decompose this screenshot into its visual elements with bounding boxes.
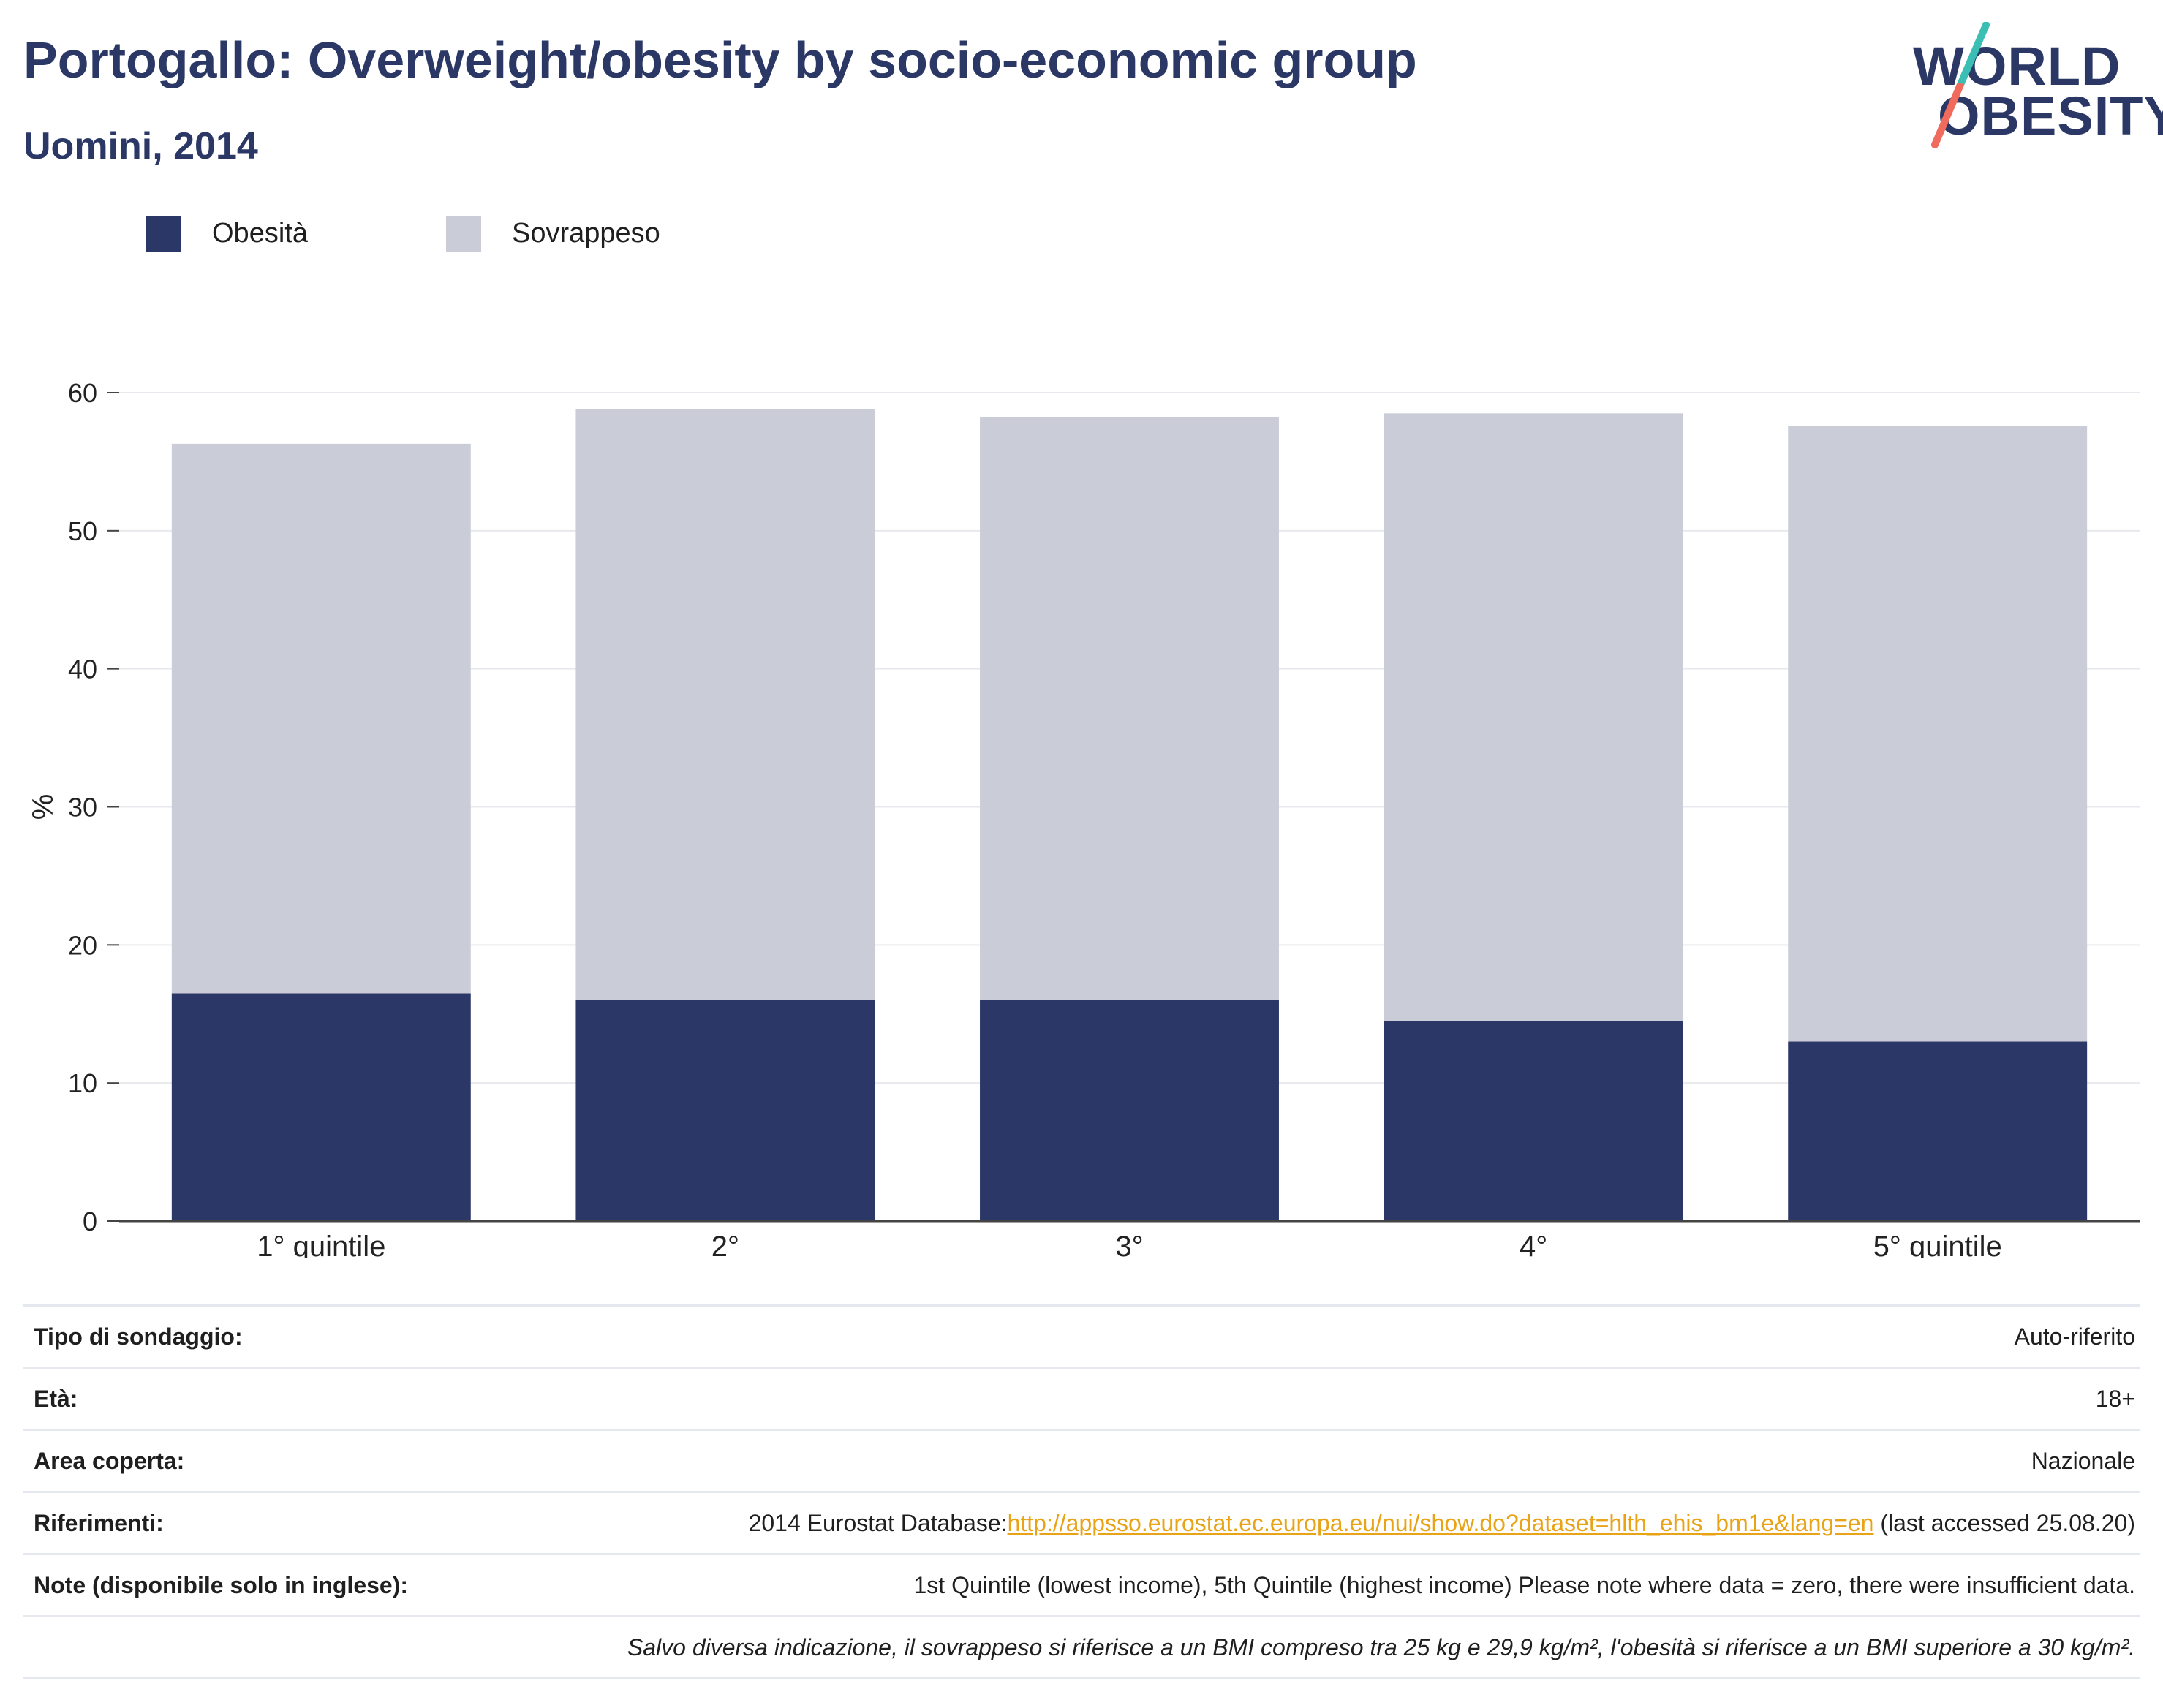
info-table: Tipo di sondaggio: Auto-riferito Età: 18…	[23, 1304, 2140, 1679]
bar-overweight-5[interactable]	[1788, 426, 2088, 1042]
chart-subtitle: Uomini, 2014	[23, 125, 258, 167]
bar-overweight-4[interactable]	[1384, 413, 1683, 1021]
info-value: Auto-riferito	[2014, 1323, 2135, 1350]
bar-obesity-3[interactable]	[980, 1000, 1279, 1221]
reference-link[interactable]: http://appsso.eurostat.ec.europa.eu/nui/…	[1007, 1509, 1874, 1536]
chart-title: Portogallo: Overweight/obesity by socio-…	[23, 31, 1417, 88]
info-row-survey-type: Tipo di sondaggio: Auto-riferito	[23, 1304, 2140, 1367]
world-obesity-logo: WORLD OBESITY	[1901, 22, 2163, 154]
bar-obesity-1[interactable]	[171, 993, 471, 1221]
x-tick-label: 5° quintile	[1873, 1231, 2002, 1258]
bar-obesity-2[interactable]	[575, 1000, 875, 1221]
info-label: Tipo di sondaggio:	[34, 1323, 243, 1350]
y-tick-label: 10	[68, 1068, 97, 1098]
logo-line-1: WORLD	[1913, 36, 2121, 97]
x-tick-label: 3°	[1115, 1231, 1143, 1258]
bar-obesity-4[interactable]	[1384, 1021, 1683, 1221]
legend-label-obesity: Obesità	[212, 218, 308, 249]
legend-swatch-obesity	[146, 216, 181, 252]
y-tick-label: 40	[68, 654, 97, 684]
x-tick-label: 4°	[1520, 1231, 1547, 1258]
info-label: Età:	[34, 1385, 78, 1412]
bar-chart: 0 10 20 30 40 50 60% 1° quintile 2° 3° 4° 5° quinti…	[27, 378, 2140, 1258]
x-tick-label: 1° quintile	[257, 1231, 385, 1258]
y-axis-title: %	[27, 794, 59, 820]
reference-prefix: 2014 Eurostat Database:	[748, 1509, 1008, 1536]
legend-swatch-overweight	[446, 216, 481, 252]
bar-obesity-5[interactable]	[1788, 1041, 2088, 1221]
bar-overweight-2[interactable]	[575, 409, 875, 1000]
info-value: 1st Quintile (lowest income), 5th Quinti…	[913, 1571, 2136, 1598]
info-row-age: Età: 18+	[23, 1367, 2140, 1429]
info-row-notes: Note (disponibile solo in inglese): 1st …	[23, 1553, 2140, 1615]
y-tick-label: 20	[68, 930, 97, 960]
reference-suffix: (last accessed 25.08.20)	[1873, 1509, 2135, 1536]
y-tick-label: 50	[68, 516, 97, 546]
logo-line-2: OBESITY	[1938, 86, 2163, 146]
y-tick-label: 30	[68, 793, 97, 823]
info-label: Area coperta:	[34, 1447, 185, 1474]
info-value: 18+	[2095, 1385, 2135, 1412]
info-value: Nazionale	[2031, 1447, 2135, 1474]
info-row-references: Riferimenti: 2014 Eurostat Database:http…	[23, 1491, 2140, 1553]
info-row-footnote: Salvo diversa indicazione, il sovrappeso…	[23, 1615, 2140, 1679]
y-tick-label: 0	[83, 1206, 97, 1236]
info-value: 2014 Eurostat Database:http://appsso.eur…	[749, 1510, 2140, 1537]
bmi-footnote: Salvo diversa indicazione, il sovrappeso…	[627, 1633, 2135, 1660]
bar-overweight-3[interactable]	[980, 417, 1279, 1000]
x-tick-label: 2°	[711, 1231, 739, 1258]
info-label: Riferimenti:	[34, 1509, 164, 1536]
y-tick-label: 60	[68, 378, 97, 408]
legend-label-overweight: Sovrappeso	[512, 218, 660, 249]
logo-slash-icon	[1931, 22, 1990, 148]
info-row-area: Area coperta: Nazionale	[23, 1429, 2140, 1491]
info-label: Note (disponibile solo in inglese):	[34, 1571, 409, 1598]
bar-overweight-1[interactable]	[171, 443, 471, 994]
